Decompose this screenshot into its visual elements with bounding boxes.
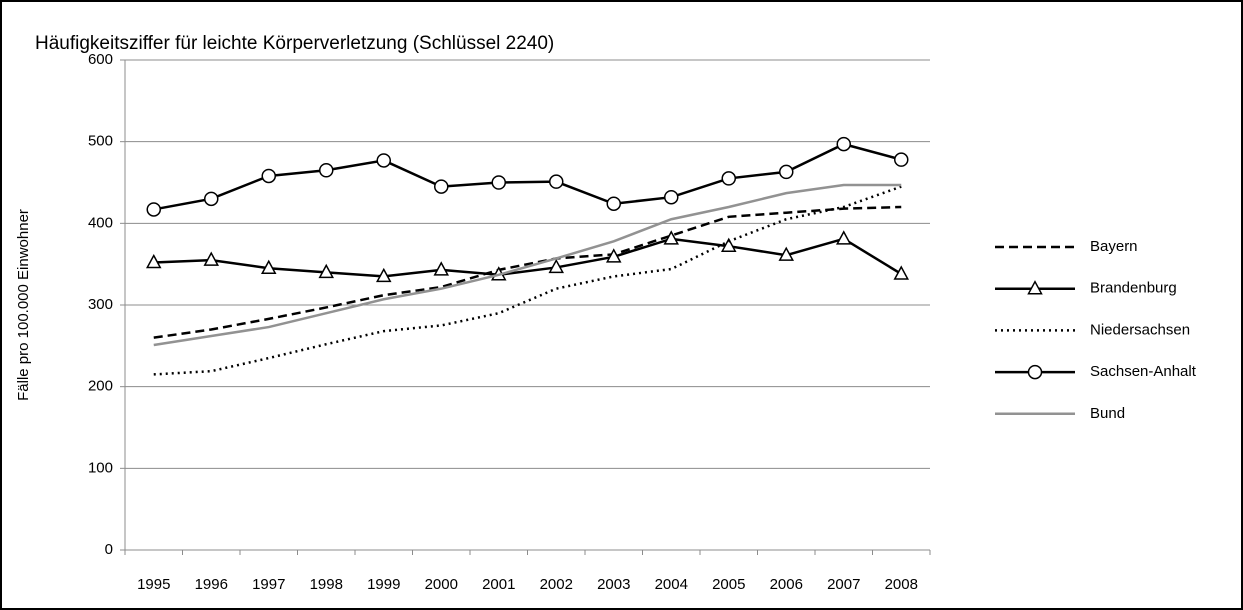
legend-label: Bund bbox=[1090, 405, 1125, 422]
x-tick-label: 1995 bbox=[137, 576, 170, 593]
x-tick-label: 2003 bbox=[597, 576, 630, 593]
x-tick-label: 1997 bbox=[252, 576, 285, 593]
marker bbox=[491, 175, 506, 190]
x-tick-label: 2006 bbox=[770, 576, 803, 593]
series-line bbox=[153, 205, 902, 339]
marker bbox=[779, 164, 794, 180]
x-tick-label: 2000 bbox=[425, 576, 458, 593]
marker bbox=[203, 251, 220, 266]
y-tick-label: 100 bbox=[88, 459, 113, 476]
marker bbox=[375, 267, 392, 283]
x-tick-label: 2007 bbox=[827, 576, 860, 593]
legend-label: Bayern bbox=[1090, 238, 1138, 255]
marker bbox=[606, 196, 621, 211]
marker bbox=[549, 174, 564, 189]
marker bbox=[605, 248, 622, 263]
marker bbox=[721, 171, 736, 186]
marker bbox=[835, 230, 852, 245]
legend-label: Brandenburg bbox=[1090, 280, 1177, 297]
marker bbox=[146, 202, 161, 217]
marker bbox=[434, 179, 449, 194]
marker bbox=[548, 258, 565, 274]
marker bbox=[894, 152, 909, 167]
marker bbox=[778, 246, 795, 261]
marker bbox=[318, 263, 335, 279]
legend-marker bbox=[1027, 364, 1043, 380]
x-tick-label: 1996 bbox=[195, 576, 228, 593]
y-tick-label: 600 bbox=[88, 51, 113, 68]
y-tick-label: 500 bbox=[88, 133, 113, 150]
x-tick-label: 1998 bbox=[310, 576, 343, 593]
legend-marker bbox=[1027, 280, 1043, 295]
marker bbox=[204, 191, 219, 207]
series-line bbox=[153, 142, 902, 211]
marker bbox=[260, 259, 277, 274]
marker bbox=[261, 168, 276, 184]
series-line bbox=[153, 185, 902, 376]
x-tick-label: 2001 bbox=[482, 576, 515, 593]
marker bbox=[433, 261, 450, 276]
series-line bbox=[153, 237, 902, 278]
x-tick-label: 2004 bbox=[655, 576, 688, 593]
marker bbox=[319, 163, 334, 178]
marker bbox=[376, 153, 391, 168]
x-tick-label: 2002 bbox=[540, 576, 573, 593]
legend-label: Sachsen-Anhalt bbox=[1090, 363, 1197, 380]
marker bbox=[836, 136, 851, 152]
marker bbox=[663, 230, 680, 245]
marker bbox=[664, 189, 679, 205]
y-tick-label: 0 bbox=[105, 541, 113, 558]
chart-title: Häufigkeitsziffer für leichte Körperverl… bbox=[35, 33, 554, 54]
marker bbox=[720, 237, 737, 252]
x-tick-label: 2005 bbox=[712, 576, 745, 593]
marker bbox=[145, 253, 162, 269]
x-tick-label: 2008 bbox=[885, 576, 918, 593]
legend-label: Niedersachsen bbox=[1090, 321, 1190, 338]
y-tick-label: 300 bbox=[88, 296, 113, 313]
y-axis-label: Fälle pro 100.000 Einwohner bbox=[15, 209, 32, 401]
marker bbox=[893, 265, 910, 280]
x-tick-label: 1999 bbox=[367, 576, 400, 593]
series-line bbox=[153, 183, 902, 347]
y-tick-label: 200 bbox=[88, 378, 113, 395]
y-tick-label: 400 bbox=[88, 214, 113, 231]
